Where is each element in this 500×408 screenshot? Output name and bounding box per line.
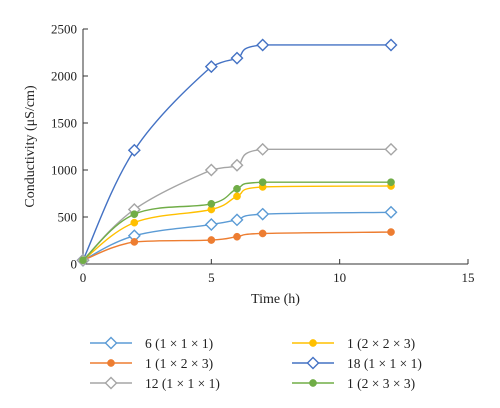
data-point (230, 51, 244, 65)
data-point (256, 207, 270, 221)
x-tick-label: 10 (333, 270, 346, 285)
data-point (256, 142, 270, 156)
data-point (230, 158, 244, 172)
series-line (82, 181, 391, 261)
y-tick-label: 2500 (51, 22, 77, 37)
data-point (207, 236, 216, 244)
data-point (387, 178, 395, 187)
data-point (233, 232, 241, 241)
series-4 (76, 38, 398, 267)
legend-item: 1 (2 × 2 × 3) (292, 336, 415, 351)
series-line (82, 44, 391, 261)
x-tick-label: 0 (80, 270, 87, 285)
data-point (233, 192, 241, 201)
data-point (230, 213, 244, 227)
data-point (256, 38, 270, 52)
data-point (79, 256, 87, 265)
legend-item: 1 (2 × 3 × 3) (292, 376, 415, 391)
legend-label: 18 (1 × 1 × 1) (347, 356, 422, 371)
legend-item: 12 (1 × 1 × 1) (90, 376, 220, 391)
data-point (258, 178, 267, 187)
y-tick-label: 2000 (51, 69, 77, 84)
data-point (204, 163, 218, 177)
legend-item: 1 (1 × 2 × 3) (90, 356, 213, 371)
series-5 (76, 142, 398, 267)
y-tick-label: 500 (58, 210, 78, 225)
axis-ticks: 0 5 10 15 0 500 1000 1500 2000 2500 (51, 22, 475, 286)
series-6 (79, 178, 395, 265)
legend-marker (107, 359, 115, 367)
data-point (204, 218, 218, 232)
legend-marker (309, 379, 317, 387)
data-point (233, 184, 241, 193)
data-point (130, 238, 139, 246)
data-point (387, 228, 395, 236)
data-point (384, 142, 398, 156)
x-axis-label: Time (h) (251, 292, 300, 307)
data-point (384, 205, 398, 219)
legend-label: 1 (2 × 2 × 3) (347, 336, 415, 351)
data-point (258, 229, 267, 238)
x-tick-label: 5 (208, 270, 215, 285)
legend-label: 6 (1 × 1 × 1) (145, 336, 213, 351)
data-point (130, 210, 139, 219)
data-point (204, 60, 218, 74)
series-3 (79, 228, 395, 265)
legend-label: 1 (1 × 2 × 3) (145, 356, 213, 371)
data-point (127, 143, 141, 157)
legend: 6 (1 × 1 × 1) 1 (2 × 2 × 3) 1 (1 × 2 × 3) 1… (90, 336, 422, 391)
legend-marker (306, 356, 320, 370)
legend-marker (104, 376, 118, 390)
axes (82, 29, 468, 265)
y-tick-label: 1500 (51, 116, 77, 131)
data-point (207, 199, 216, 208)
legend-marker (309, 339, 317, 347)
x-tick-label: 15 (462, 270, 475, 285)
y-tick-label: 0 (71, 257, 78, 272)
legend-label: 12 (1 × 1 × 1) (145, 376, 220, 391)
data-point (384, 38, 398, 52)
legend-label: 1 (2 × 3 × 3) (347, 376, 415, 391)
legend-item: 6 (1 × 1 × 1) (90, 336, 213, 351)
legend-marker (104, 336, 118, 350)
series-line (82, 185, 392, 261)
data-point (130, 218, 139, 227)
legend-item: 18 (1 × 1 × 1) (292, 356, 422, 371)
y-axis-label: Conductivity (μS/cm) (23, 85, 38, 208)
y-tick-label: 1000 (51, 163, 77, 178)
series-line (82, 148, 391, 261)
series-layer (76, 38, 398, 267)
